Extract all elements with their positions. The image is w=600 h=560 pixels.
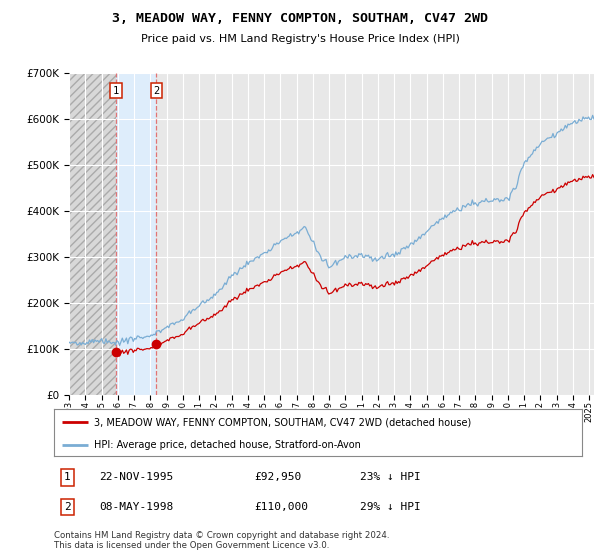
Text: 29% ↓ HPI: 29% ↓ HPI (360, 502, 421, 512)
Text: 23% ↓ HPI: 23% ↓ HPI (360, 473, 421, 483)
Text: £110,000: £110,000 (254, 502, 308, 512)
Text: 2: 2 (64, 502, 71, 512)
Text: 08-MAY-1998: 08-MAY-1998 (99, 502, 173, 512)
Bar (69, 73, 116, 395)
Text: 2: 2 (153, 86, 160, 96)
Text: 22-NOV-1995: 22-NOV-1995 (99, 473, 173, 483)
Text: 1: 1 (113, 86, 119, 96)
Bar (116, 73, 156, 395)
Text: Contains HM Land Registry data © Crown copyright and database right 2024.
This d: Contains HM Land Registry data © Crown c… (54, 531, 389, 550)
Text: 3, MEADOW WAY, FENNY COMPTON, SOUTHAM, CV47 2WD: 3, MEADOW WAY, FENNY COMPTON, SOUTHAM, C… (112, 12, 488, 25)
Text: 1: 1 (64, 473, 71, 483)
Text: 3, MEADOW WAY, FENNY COMPTON, SOUTHAM, CV47 2WD (detached house): 3, MEADOW WAY, FENNY COMPTON, SOUTHAM, C… (94, 417, 471, 427)
Text: HPI: Average price, detached house, Stratford-on-Avon: HPI: Average price, detached house, Stra… (94, 440, 361, 450)
Text: Price paid vs. HM Land Registry's House Price Index (HPI): Price paid vs. HM Land Registry's House … (140, 34, 460, 44)
Text: £92,950: £92,950 (254, 473, 302, 483)
